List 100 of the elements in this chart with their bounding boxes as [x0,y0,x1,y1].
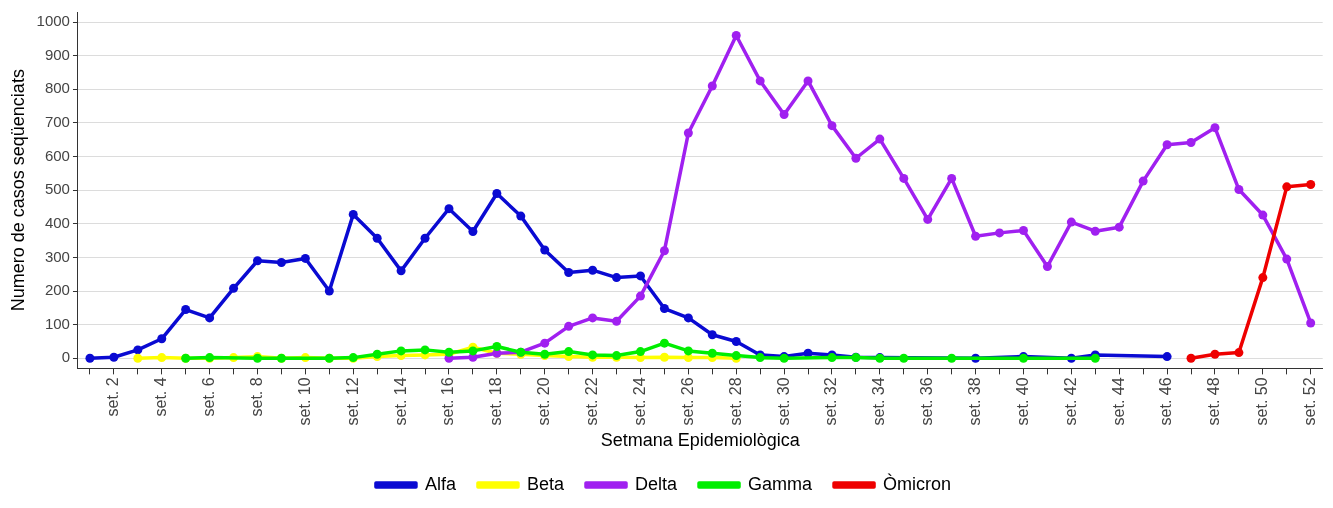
x-tick-label: set. 22 [583,377,601,426]
x-tick-label: set. 2 [104,377,122,417]
point [707,81,717,91]
x-tick-label: set. 52 [1301,377,1319,426]
point [659,338,669,348]
x-axis-title: Setmana Epidemiològica [600,430,801,451]
point [1258,273,1268,283]
point [635,347,645,357]
point [396,346,406,356]
x-tick-label: set. 24 [630,377,648,426]
legend-label: Alfa [424,473,457,494]
point [635,271,645,281]
point [372,233,382,243]
x-tick-label: set. 44 [1109,377,1127,426]
y-tick-label: 300 [44,247,70,265]
legend-label: Beta [526,473,565,494]
x-tick-label: set. 16 [439,377,457,426]
point [995,228,1005,238]
x-tick-label: set. 50 [1253,377,1271,426]
point [468,346,478,356]
y-tick-label: 700 [44,113,70,131]
point [588,313,598,323]
x-tick-label: set. 20 [535,377,553,426]
point [707,348,717,358]
point [1306,318,1316,328]
point [564,347,574,357]
point [1234,185,1244,195]
point [947,173,957,183]
x-tick-label: set. 10 [295,377,313,426]
x-tick-label: set. 26 [678,377,696,426]
legend-label: Òmicron [883,472,952,494]
point [899,353,909,363]
point [1114,222,1124,232]
x-tick-label: set. 8 [247,377,265,417]
x-tick-label: set. 36 [918,377,936,426]
point [516,211,526,221]
x-tick-label: set. 14 [391,377,409,426]
point [1234,348,1244,358]
point [133,345,143,355]
point [588,265,598,275]
point [468,227,478,237]
point [947,353,957,363]
point [1210,123,1220,133]
point [731,336,741,346]
point [1210,349,1220,359]
point [1258,210,1268,220]
point [564,321,574,331]
point [276,257,286,267]
point [827,121,837,131]
point [875,134,885,144]
point [205,313,215,323]
point [229,283,239,293]
point [252,256,262,266]
x-tick-label: set. 34 [870,377,888,426]
y-tick-label: 900 [44,45,70,63]
point [1090,226,1100,236]
x-tick-label: set. 30 [774,377,792,426]
point [157,334,167,344]
x-tick-label: set. 46 [1157,377,1175,426]
point [157,353,167,363]
point [803,76,813,86]
y-axis-title: Numero de casos seqüenciats [7,69,28,312]
point [492,342,502,352]
point [755,76,765,86]
point [683,346,693,356]
y-tick-label: 400 [44,213,70,231]
point [707,330,717,340]
point [540,338,550,348]
point [444,204,454,214]
point [133,353,143,363]
point [612,273,622,283]
point [1306,179,1316,189]
x-tick-label: set. 42 [1061,377,1079,426]
point [1018,226,1028,236]
point [1162,140,1172,150]
x-tick-label: set. 4 [152,377,170,417]
point [851,153,861,163]
point [1282,254,1292,264]
point [564,268,574,278]
point [396,266,406,276]
point [1066,217,1076,227]
point [1138,176,1148,186]
point [324,286,334,296]
point [1186,353,1196,363]
y-tick-label: 600 [44,146,70,164]
x-tick-label: set. 6 [200,377,218,417]
point [683,128,693,138]
x-tick-label: set. 48 [1205,377,1223,426]
point [1042,262,1052,271]
point [1162,352,1172,362]
x-tick-label: set. 18 [487,377,505,426]
point [85,353,95,363]
point [181,305,191,315]
y-tick-label: 0 [61,348,70,366]
x-tick-label: set. 32 [822,377,840,426]
point [348,209,358,219]
point [1282,182,1292,192]
point [659,352,669,362]
point [492,189,502,199]
point [612,316,622,326]
